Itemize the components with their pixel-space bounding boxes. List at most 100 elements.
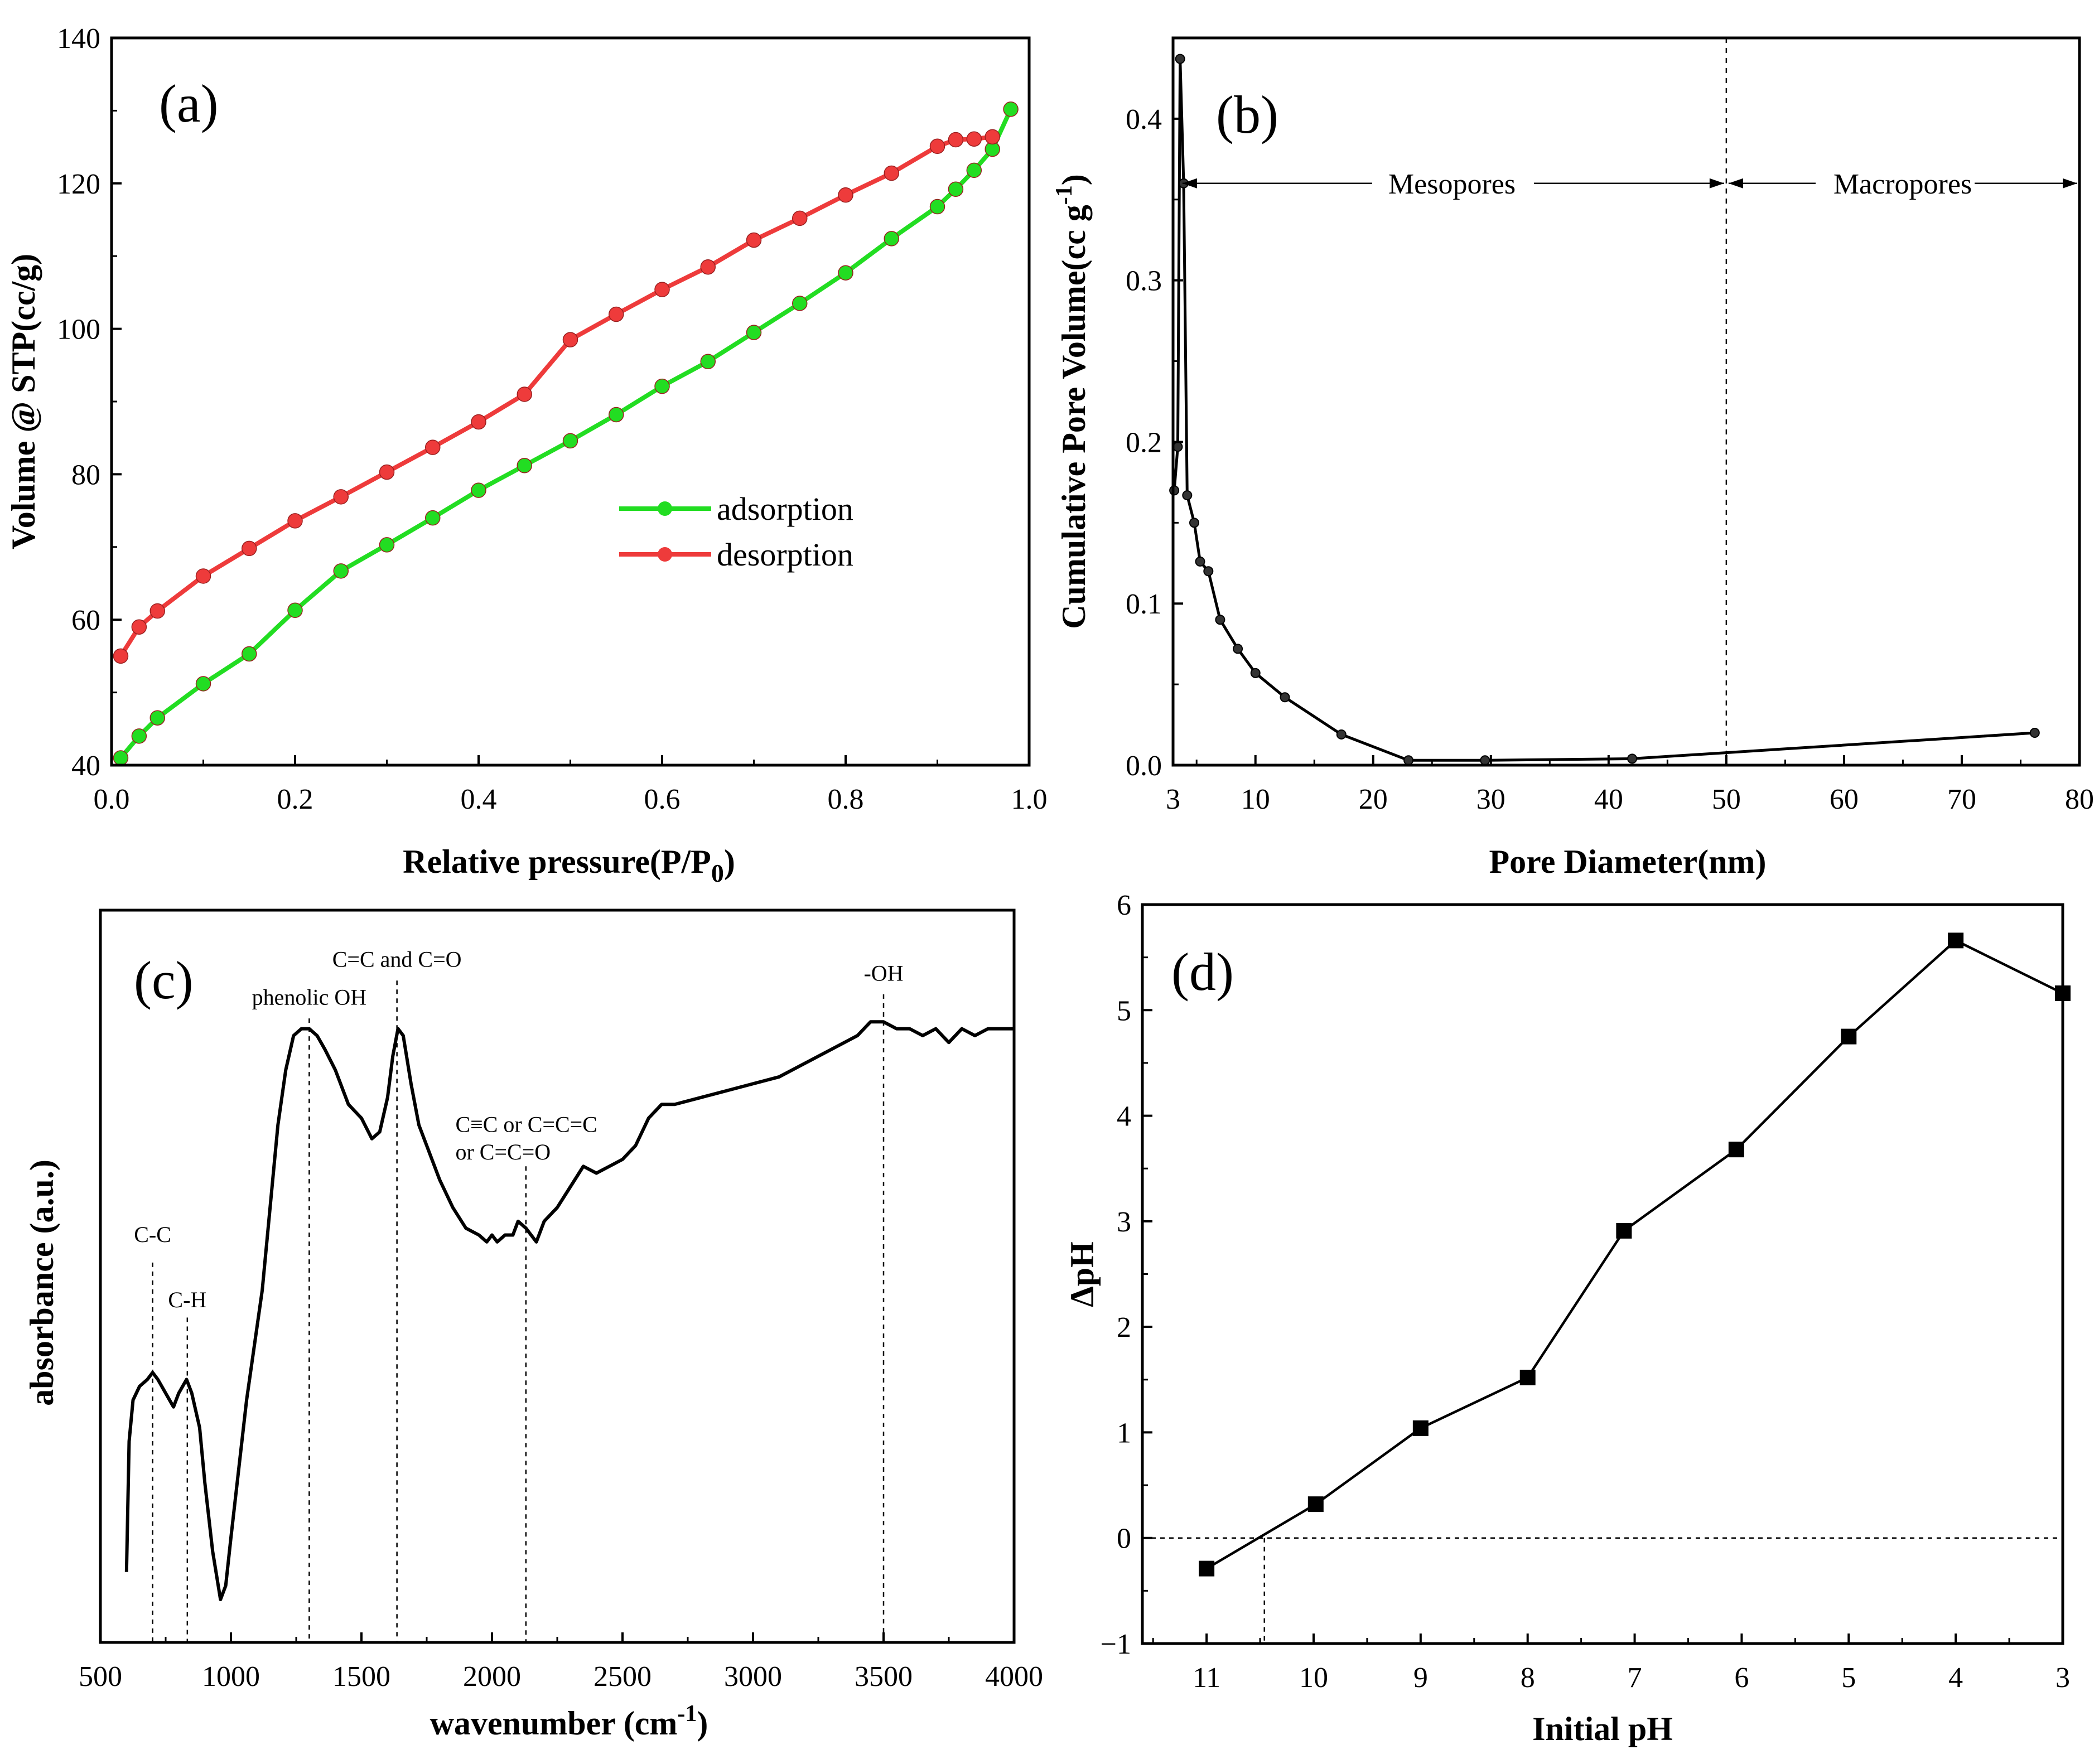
panel-d-x-tick-label: 6 <box>1734 1662 1749 1694</box>
panel-b-x-tick-label: 10 <box>1241 784 1270 815</box>
panel-a-adsorption-point <box>195 676 211 692</box>
panel-b-series-point <box>1189 518 1199 528</box>
panel-d-x-tick-label: 9 <box>1413 1662 1428 1694</box>
panel-a-adsorption-point <box>242 646 257 662</box>
panel-a-desorption-point <box>609 306 624 322</box>
panel-a-desorption-point <box>792 210 808 226</box>
panel-b-macropores-arrowhead-right <box>2063 178 2077 189</box>
panel-c: 500 1000 1500 2000 2500 3000 3500 4000 C-C C-H ph… <box>23 908 1043 1742</box>
panel-a-y-axis-title: Volume @ STP(cc/g) <box>5 254 42 549</box>
panel-d-series-point <box>1616 1222 1632 1239</box>
panel-a-y-tick-label: 140 <box>57 23 100 55</box>
panel-b-y-axis-title: Cumulative Pore Volume(cc g-1) <box>1051 174 1092 629</box>
panel-b-plot-frame <box>1171 36 2081 767</box>
panel-a-desorption-point <box>884 165 899 181</box>
panel-b-series-point <box>1233 644 1243 654</box>
panel-a-adsorption-point <box>425 510 441 526</box>
panel-d-y-tick-label: 1 <box>1117 1417 1131 1449</box>
panel-a-legend-label: adsorption <box>717 491 853 527</box>
panel-b-y-tick-label: 0.2 <box>1126 427 1162 458</box>
panel-d-x-tick-label: 8 <box>1521 1662 1535 1694</box>
panel-c-annotation-label: or C=C=O <box>455 1139 551 1164</box>
panel-a-y-tick-label: 100 <box>57 314 100 346</box>
panel-b-plot-series <box>1169 54 2040 766</box>
panel-c-x-tick-label: 3000 <box>724 1661 782 1693</box>
panel-a-adsorption-point <box>884 231 899 247</box>
panel-d-plot-frame <box>1141 903 2064 1645</box>
panel-a-desorption-point <box>149 603 165 619</box>
panel-a-adsorption-point <box>700 354 716 370</box>
panel-d-series-point <box>1728 1142 1744 1158</box>
panel-d-series-point <box>1199 1560 1215 1577</box>
panel-a-label: (a) <box>159 74 219 133</box>
panel-b-x-tick-label: 60 <box>1830 784 1859 815</box>
panel-a: 0.0 0.2 0.4 0.6 0.8 1.0 40 60 80 100 120 140 (a) Re… <box>5 23 1048 887</box>
panel-a-axis-ticks: 0.0 0.2 0.4 0.6 0.8 1.0 40 60 80 100 120 140 <box>57 23 1048 815</box>
panel-b-series-point <box>1336 729 1347 740</box>
panel-a-y-tick-label: 120 <box>57 168 100 200</box>
panel-a-desorption-point <box>562 332 578 347</box>
panel-a-desorption-point <box>838 187 853 203</box>
panel-a-desorption-point <box>287 513 303 529</box>
panel-d-y-tick-label: 2 <box>1117 1312 1131 1343</box>
panel-a-adsorption-point <box>333 563 349 579</box>
panel-d-x-tick-label: 4 <box>1948 1662 1963 1694</box>
panel-d-y-axis-title: ΔpH <box>1064 1241 1101 1307</box>
panel-a-adsorption-point <box>562 433 578 449</box>
panel-a-x-axis-title-subscript: 0 <box>711 859 724 887</box>
panel-d-series-point <box>1519 1370 1536 1385</box>
panel-d-y-tick-label: 3 <box>1117 1206 1131 1238</box>
panel-d: 11 10 9 8 7 6 5 4 3 −1 0 1 2 3 4 5 6 (d) Initial pH ΔpH <box>1064 890 2071 1747</box>
panel-d-x-tick-label: 7 <box>1628 1662 1642 1694</box>
panel-d-series-point <box>1948 932 1964 949</box>
panel-b-macropores-arrowhead-left <box>1728 178 1743 189</box>
panel-d-y-tick-label: 0 <box>1117 1523 1131 1555</box>
panel-a-legend-swatch-marker <box>658 547 672 562</box>
panel-a-adsorption-line <box>119 108 1013 760</box>
panel-c-spectrum-line <box>124 1020 1014 1602</box>
panel-d-series-point <box>1412 1420 1429 1436</box>
panel-c-plot-series <box>124 1020 1014 1602</box>
panel-a-adsorption-point <box>517 458 532 473</box>
panel-b-y-axis-title-main: Cumulative Pore Volume(cc g <box>1055 205 1092 629</box>
panel-b-x-tick-label: 3 <box>1166 784 1180 815</box>
panel-b-x-tick-label: 20 <box>1359 784 1388 815</box>
panel-b-series-point <box>1175 54 1185 64</box>
panel-a-adsorption-point <box>287 602 303 618</box>
panel-b-series-point <box>1480 755 1490 766</box>
panel-c-x-tick-label: 4000 <box>985 1661 1043 1693</box>
panel-b-x-tick-label: 70 <box>1947 784 1976 815</box>
panel-c-annotation-label: phenolic OH <box>252 984 367 1009</box>
panel-b-x-tick-label: 50 <box>1712 784 1741 815</box>
panel-a-desorption-line <box>119 134 993 658</box>
panel-a-adsorption-point <box>379 537 395 553</box>
panel-a-adsorption-point <box>792 296 808 311</box>
panel-b-y-tick-label: 0.1 <box>1126 588 1162 620</box>
panel-d-y-tick-label: 4 <box>1117 1101 1131 1133</box>
panel-b-series-point <box>2029 728 2040 738</box>
panel-b-x-axis-title: Pore Diameter(nm) <box>1489 843 1767 880</box>
panel-b-series-point <box>1403 755 1414 766</box>
panel-a-desorption-point <box>948 132 964 148</box>
panel-a-x-axis-title: Relative pressure(P/P0) <box>403 843 735 887</box>
panel-a-adsorption-point <box>609 407 624 423</box>
panel-a-desorption-point <box>654 282 670 297</box>
panel-a-x-axis-title-close: ) <box>724 843 735 880</box>
panel-a-x-tick-label: 0.0 <box>94 784 130 815</box>
panel-a-adsorption-point <box>929 199 945 215</box>
panel-a-y-tick-label: 40 <box>71 750 100 782</box>
panel-d-label: (d) <box>1171 942 1234 1002</box>
panel-d-plot-series <box>1142 932 2071 1644</box>
panel-a-desorption-point <box>929 138 945 154</box>
panel-b-series-line <box>1172 57 2035 762</box>
panel-a-desorption-point <box>425 439 441 455</box>
panel-a-adsorption-point <box>654 378 670 394</box>
panel-a-adsorption-point <box>149 710 165 726</box>
panel-a-legend: adsorption desorption <box>619 491 853 573</box>
panel-a-desorption-point <box>700 259 716 275</box>
panel-c-annotation-label: C-C <box>134 1222 171 1247</box>
panel-a-adsorption-point <box>966 162 982 178</box>
panel-d-x-axis-title: Initial pH <box>1532 1710 1673 1747</box>
panel-b-y-axis-title-superscript: -1 <box>1051 185 1077 205</box>
panel-b-x-tick-label: 30 <box>1476 784 1506 815</box>
